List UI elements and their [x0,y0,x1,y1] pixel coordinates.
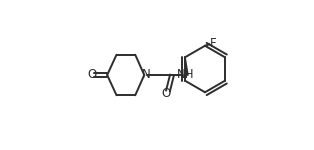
Text: N: N [142,69,150,81]
Text: O: O [88,69,97,81]
Text: NH: NH [176,69,194,81]
Text: O: O [161,87,170,100]
Text: F: F [210,38,216,50]
